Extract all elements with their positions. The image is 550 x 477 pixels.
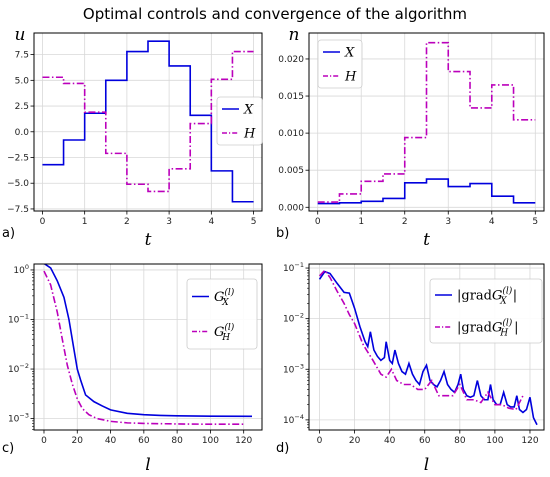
x-tick-label: 2 xyxy=(124,217,130,227)
y-tick-label: 0.010 xyxy=(278,129,304,139)
y-tick-label: 10−2 xyxy=(8,362,29,375)
plot-frame-b xyxy=(308,32,545,212)
x-tick-label: 40 xyxy=(105,436,117,446)
panel-label: d) xyxy=(276,441,289,456)
x-tick-label: 60 xyxy=(138,436,150,446)
legend-label: X xyxy=(243,103,254,118)
y-tick-label: 10−2 xyxy=(283,312,304,325)
x-tick-label: 120 xyxy=(235,436,252,446)
y-tick-label: 5.0 xyxy=(15,76,30,86)
x-tick-label: 0 xyxy=(40,217,46,227)
x-tick-label: 3 xyxy=(445,217,451,227)
x-axis-label: t xyxy=(145,230,152,250)
series-line-d-h xyxy=(318,269,524,411)
panel-label: c) xyxy=(2,441,14,456)
y-tick-label: 7.5 xyxy=(15,51,29,61)
y-tick-label: 10−4 xyxy=(283,413,304,426)
x-tick-label: 60 xyxy=(419,436,431,446)
x-tick-label: 1 xyxy=(82,217,88,227)
y-tick-label: 10−3 xyxy=(8,412,29,425)
plot-frame-d xyxy=(308,263,545,431)
y-tick-label: 0.000 xyxy=(278,203,304,213)
series-line-a-h xyxy=(42,50,254,193)
chart-panel-b: 0 1 2 3 4 5 0.000 0.005 0.010 0.015 0.020 t n b) XH xyxy=(276,25,545,250)
series-line-d-x xyxy=(318,270,538,426)
x-tick-label: 2 xyxy=(402,217,408,227)
y-tick-label: −5.0 xyxy=(7,179,29,189)
x-tick-label: 100 xyxy=(486,436,503,446)
x-tick-label: 5 xyxy=(532,217,538,227)
legend-c: G(l) X G(l) H xyxy=(186,278,258,350)
grid-d xyxy=(309,264,544,430)
legend-b: XH xyxy=(317,39,363,89)
legend-label: H xyxy=(344,70,357,85)
x-tick-label: 80 xyxy=(171,436,183,446)
x-tick-label: 20 xyxy=(72,436,84,446)
x-tick-label: 3 xyxy=(166,217,172,227)
figure-title: Optimal controls and convergence of the … xyxy=(83,5,467,23)
chart-panel-d: 0 20 40 60 80 100 120 10−1 10−2 10−3 10−4 l d) |gradG… xyxy=(276,261,545,475)
x-tick-label: 40 xyxy=(384,436,396,446)
series-line-c-x xyxy=(43,264,253,418)
x-axis-label: t xyxy=(423,230,430,250)
legend-label: G(l) X xyxy=(214,287,235,308)
legend-a: XH xyxy=(216,96,263,146)
x-tick-label: 5 xyxy=(251,217,257,227)
x-tick-label: 100 xyxy=(202,436,219,446)
series-line-c-h xyxy=(43,270,244,426)
x-tick-label: 80 xyxy=(454,436,466,446)
y-tick-label: 0.0 xyxy=(15,128,30,138)
series-line-a-x xyxy=(42,40,254,203)
y-tick-label: 100 xyxy=(13,263,29,276)
series-line-b-h xyxy=(317,41,536,203)
legend-box xyxy=(429,278,543,344)
x-tick-label: 4 xyxy=(208,217,214,227)
x-axis-label: l xyxy=(424,455,429,475)
chart-panel-a: 0 1 2 3 4 5 −7.5 −5.0 −2.5 0.0 2.5 5.0 7.5 t u a) XH xyxy=(2,25,263,250)
panel-label: a) xyxy=(2,226,15,241)
plot-frame-c xyxy=(33,263,263,431)
y-tick-label: 10−1 xyxy=(283,261,304,274)
y-tick-label: −2.5 xyxy=(7,153,29,163)
y-tick-label: 0.015 xyxy=(278,92,304,102)
y-tick-label: 10−3 xyxy=(283,362,304,375)
x-tick-label: 120 xyxy=(521,436,538,446)
series-line-b-x xyxy=(317,178,536,205)
y-tick-label: 0.005 xyxy=(278,166,304,176)
legend-label: |gradG(l) X | xyxy=(457,286,517,307)
legend-label: |gradG(l) H | xyxy=(457,318,519,339)
panel-label: b) xyxy=(276,226,289,241)
y-tick-label: 10−1 xyxy=(8,312,29,325)
y-axis-label: u xyxy=(15,25,26,45)
x-tick-label: 1 xyxy=(358,217,364,227)
x-tick-label: 0 xyxy=(315,217,321,227)
y-tick-label: −7.5 xyxy=(7,205,29,215)
x-axis-label: l xyxy=(145,455,150,475)
legend-label: G(l) H xyxy=(214,322,235,343)
x-tick-label: 20 xyxy=(349,436,361,446)
legend-d: |gradG(l) X | |gradG(l) H | xyxy=(429,278,543,344)
y-tick-label: 0.020 xyxy=(278,55,304,65)
y-tick-label: 2.5 xyxy=(15,102,29,112)
x-tick-label: 0 xyxy=(317,436,323,446)
x-tick-label: 4 xyxy=(489,217,495,227)
legend-label: X xyxy=(344,46,355,61)
y-axis-label: n xyxy=(289,25,300,45)
legend-label: H xyxy=(243,127,256,142)
x-tick-label: 0 xyxy=(41,436,47,446)
